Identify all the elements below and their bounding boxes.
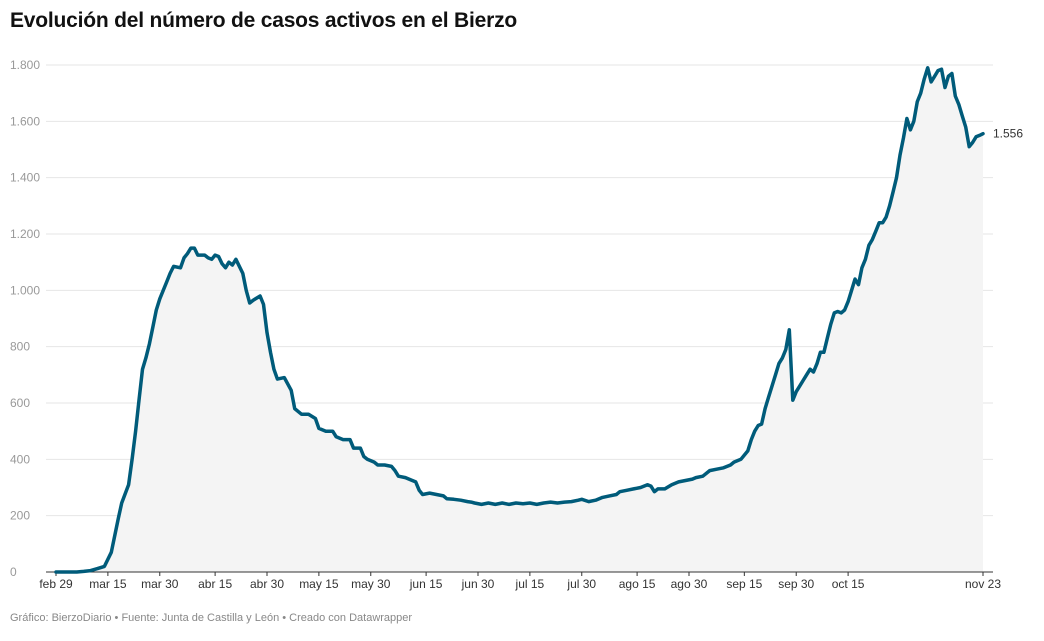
x-tick-label: abr 30 (250, 577, 284, 591)
area-fill (56, 67, 983, 573)
x-tick-label: oct 15 (832, 577, 865, 591)
x-tick-label: mar 15 (89, 577, 127, 591)
y-tick-label: 1.400 (10, 171, 40, 185)
y-tick-label: 1.600 (10, 114, 40, 128)
series-line (54, 66, 985, 574)
x-tick-label: jul 15 (515, 577, 545, 591)
footer-credits: Gráfico: BierzoDiario • Fuente: Junta de… (10, 612, 413, 624)
x-tick-label: jun 15 (409, 577, 443, 591)
x-tick-label: jul 30 (566, 577, 596, 591)
x-tick-label: may 30 (351, 577, 391, 591)
y-tick-label: 400 (10, 452, 30, 466)
x-tick-label: nov 23 (965, 577, 1001, 591)
chart-title: Evolución del número de casos activos en… (10, 9, 517, 32)
x-tick-label: feb 29 (39, 577, 73, 591)
x-tick-label: sep 15 (726, 577, 762, 591)
y-tick-label: 1.200 (10, 227, 40, 241)
y-axis: 0 200 400 600 800 1.000 1.200 1.400 1.600 1.800 (10, 58, 40, 579)
x-tick-label: ago 15 (619, 577, 656, 591)
x-tick-label: abr 15 (198, 577, 232, 591)
y-tick-label: 1.800 (10, 58, 40, 72)
y-tick-label: 600 (10, 396, 30, 410)
y-tick-label: 0 (10, 565, 17, 579)
x-tick-label: ago 30 (671, 577, 708, 591)
y-tick-label: 200 (10, 509, 30, 523)
x-axis: feb 29 mar 15 mar 30 abr 15 abr 30 may 15 may … (39, 572, 1001, 591)
x-tick-label: may 15 (299, 577, 339, 591)
x-tick-label: jun 30 (461, 577, 495, 591)
x-tick-label: mar 30 (141, 577, 179, 591)
y-tick-label: 800 (10, 340, 30, 354)
x-tick-label: sep 30 (778, 577, 814, 591)
y-tick-label: 1.000 (10, 283, 40, 297)
end-value-label: 1.556 (993, 127, 1023, 141)
